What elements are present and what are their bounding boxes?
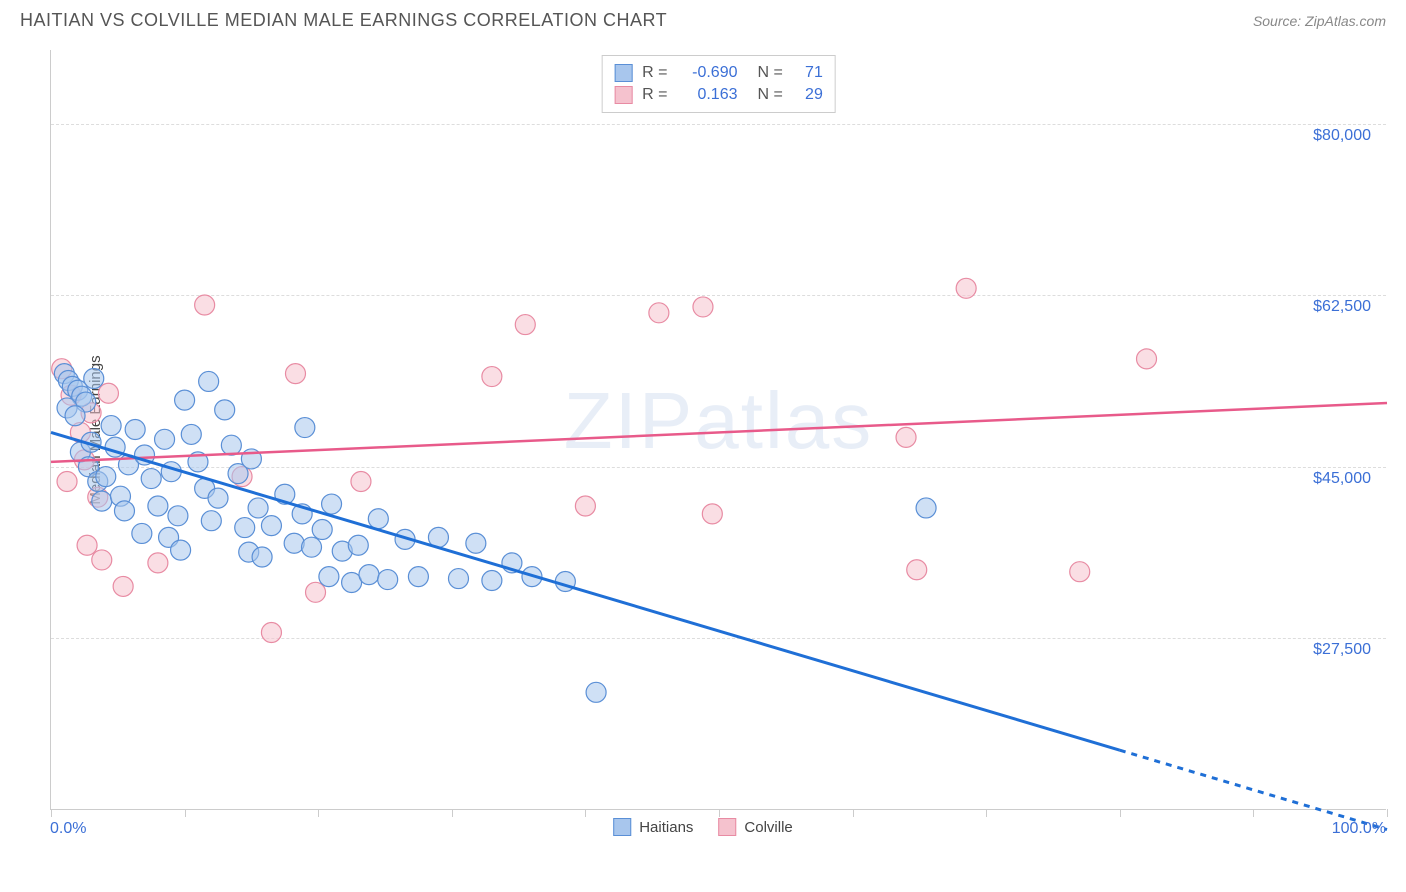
legend-item-haitians: Haitians [613,818,693,836]
series-legend: Haitians Colville [613,818,793,836]
n-label: N = [758,86,783,104]
n-value-haitians: 71 [793,64,823,82]
legend-swatch-colville [614,86,632,104]
x-tick [1120,809,1121,817]
legend-swatch-haitians-icon [613,818,631,836]
scatter-plot-svg [51,50,1386,809]
x-tick [318,809,319,817]
x-axis-max-label: 100.0% [1332,820,1386,838]
legend-label-colville: Colville [744,819,792,836]
legend-swatch-haitians [614,64,632,82]
x-tick [452,809,453,817]
x-tick [585,809,586,817]
legend-swatch-colville-icon [718,818,736,836]
r-label: R = [642,64,667,82]
chart-plot-area: Median Male Earnings $27,500$45,000$62,5… [50,50,1386,810]
correlation-legend: R = -0.690 N = 71 R = 0.163 N = 29 [601,55,836,113]
x-tick [719,809,720,817]
r-value-haitians: -0.690 [678,64,738,82]
r-label: R = [642,86,667,104]
legend-label-haitians: Haitians [639,819,693,836]
n-value-colville: 29 [793,86,823,104]
x-tick [853,809,854,817]
legend-row-colville: R = 0.163 N = 29 [614,84,823,106]
x-tick [185,809,186,817]
x-axis-min-label: 0.0% [50,820,86,838]
x-tick [1253,809,1254,817]
legend-item-colville: Colville [718,818,792,836]
x-tick [986,809,987,817]
source-attribution: Source: ZipAtlas.com [1253,13,1386,29]
r-value-colville: 0.163 [678,86,738,104]
legend-row-haitians: R = -0.690 N = 71 [614,62,823,84]
x-tick [51,809,52,817]
n-label: N = [758,64,783,82]
x-tick [1387,809,1388,817]
chart-title: HAITIAN VS COLVILLE MEDIAN MALE EARNINGS… [20,10,667,31]
